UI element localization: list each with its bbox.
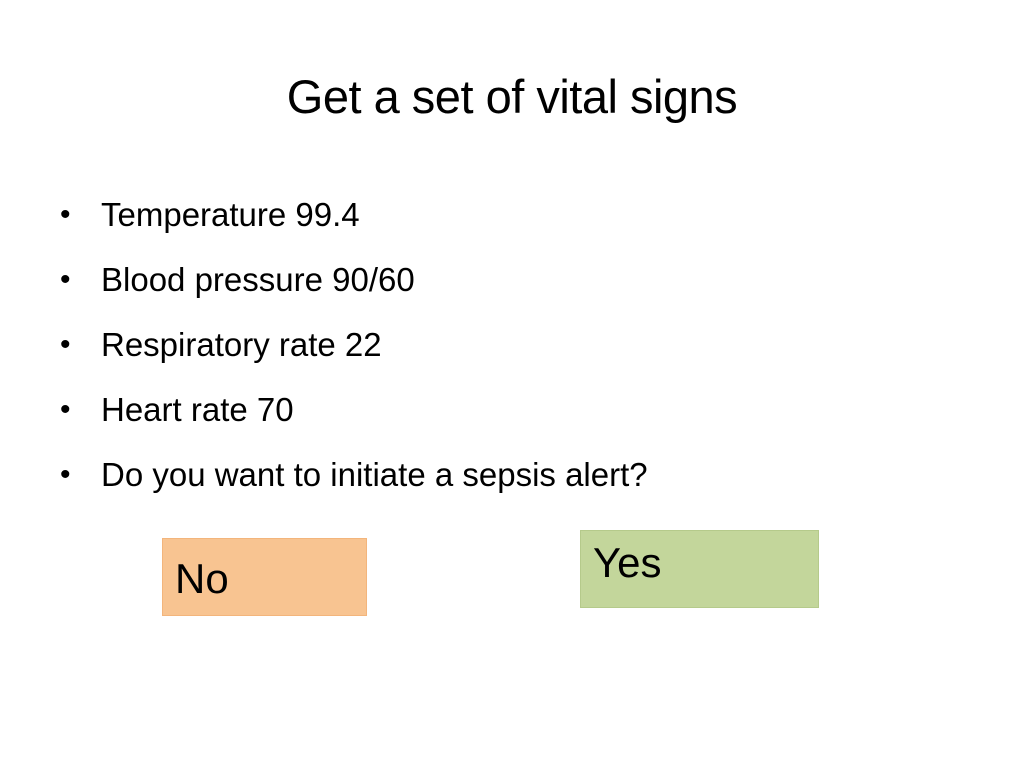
list-item-heart-rate: • Heart rate 70 (60, 377, 960, 442)
vital-signs-list: • Temperature 99.4 • Blood pressure 90/6… (60, 182, 960, 507)
list-item-sepsis-question: • Do you want to initiate a sepsis alert… (60, 442, 960, 507)
no-button-label: No (175, 555, 229, 602)
bullet-icon: • (60, 328, 71, 361)
bullet-icon: • (60, 393, 71, 426)
list-item-text: Respiratory rate 22 (101, 326, 382, 363)
list-item-blood-pressure: • Blood pressure 90/60 (60, 247, 960, 312)
slide-title: Get a set of vital signs (286, 70, 738, 123)
list-item-text: Do you want to initiate a sepsis alert? (101, 456, 648, 493)
list-item-respiratory-rate: • Respiratory rate 22 (60, 312, 960, 377)
list-item-text: Blood pressure 90/60 (101, 261, 415, 298)
list-item-text: Heart rate 70 (101, 391, 294, 428)
no-button[interactable]: No (162, 538, 367, 616)
list-item-text: Temperature 99.4 (101, 196, 360, 233)
yes-button[interactable]: Yes (580, 530, 819, 608)
bullet-icon: • (60, 458, 71, 491)
bullet-icon: • (60, 198, 71, 231)
list-item-temperature: • Temperature 99.4 (60, 182, 960, 247)
yes-button-label: Yes (593, 539, 662, 586)
bullet-icon: • (60, 263, 71, 296)
